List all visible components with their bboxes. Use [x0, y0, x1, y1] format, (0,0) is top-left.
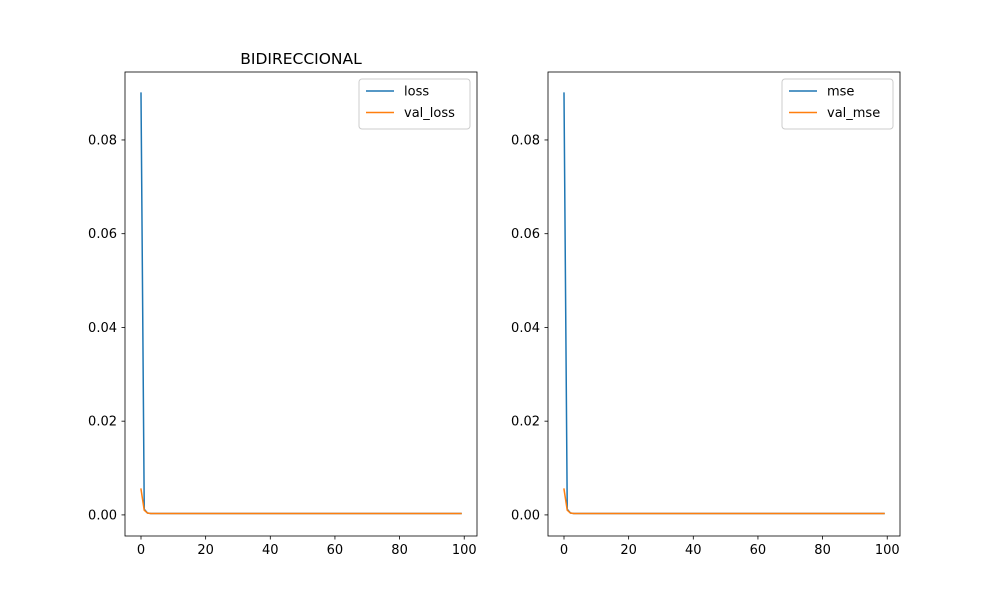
y-tick-label: 0.08: [511, 133, 540, 148]
y-tick-label: 0.04: [88, 321, 117, 336]
x-tick-label: 60: [750, 543, 767, 558]
series-line-mse: [563, 92, 885, 515]
series-line-val-loss: [140, 488, 462, 515]
x-tick-label: 60: [327, 543, 344, 558]
axes-frame: [124, 71, 478, 537]
x-tick-label: 80: [814, 543, 831, 558]
series-line-loss: [140, 92, 462, 515]
y-tick-label: 0.06: [88, 227, 117, 242]
legend-label: mse: [827, 85, 854, 100]
y-tick-label: 0.00: [88, 508, 117, 523]
axes-frame: [547, 71, 901, 537]
y-tick-label: 0.02: [88, 415, 117, 430]
x-tick-label: 0: [560, 543, 568, 558]
x-tick-label: 40: [262, 543, 279, 558]
chart-panel-1: 0 20 40 60 80 100 0.00 0.02 0.04 0.06 0.08 BIDIRECC…: [88, 50, 478, 558]
x-tick-label: 20: [197, 543, 214, 558]
x-tick-label: 40: [685, 543, 702, 558]
x-tick-label: 100: [452, 543, 477, 558]
legend-label: val_loss: [404, 106, 455, 121]
y-tick-label: 0.02: [511, 415, 540, 430]
chart-panel-2: 0 20 40 60 80 100 0.00 0.02 0.04 0.06 0.08 mse val_m…: [511, 71, 901, 558]
legend-label: loss: [404, 85, 429, 100]
y-tick-label: 0.04: [511, 321, 540, 336]
series-line-val-mse: [563, 488, 885, 515]
x-tick-label: 100: [875, 543, 900, 558]
y-tick-label: 0.00: [511, 508, 540, 523]
chart-title: BIDIRECCIONAL: [240, 50, 362, 68]
legend: mse val_mse: [781, 78, 894, 130]
legend-label: val_mse: [827, 106, 880, 121]
y-tick-label: 0.08: [88, 133, 117, 148]
x-tick-label: 0: [137, 543, 145, 558]
legend: loss val_loss: [358, 78, 471, 130]
x-tick-label: 20: [620, 543, 637, 558]
y-tick-label: 0.06: [511, 227, 540, 242]
x-tick-label: 80: [391, 543, 408, 558]
